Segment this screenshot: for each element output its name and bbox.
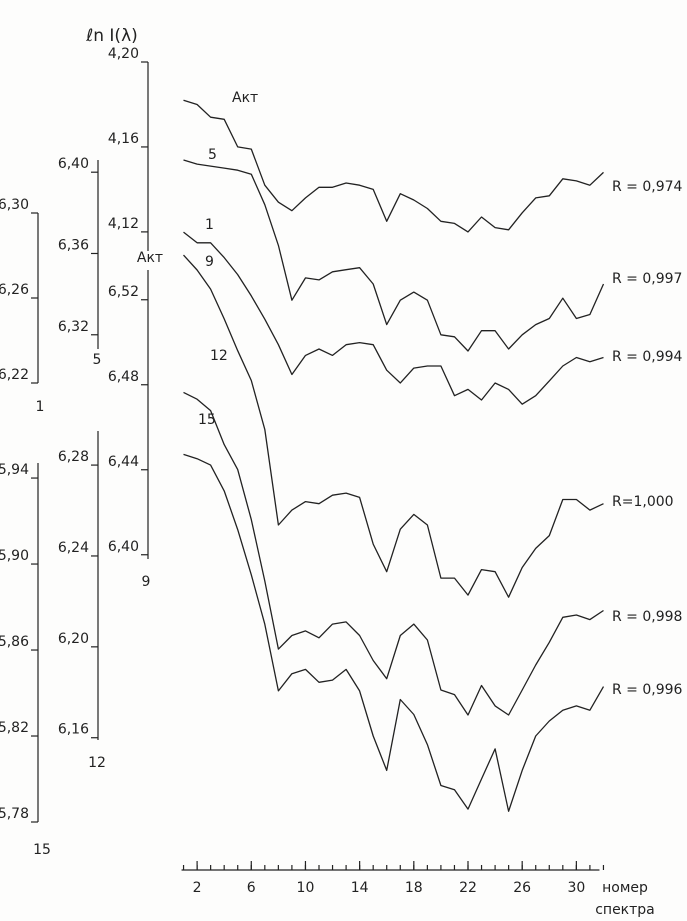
series-label: 12	[210, 348, 228, 364]
x-tick-label: 10	[297, 880, 315, 896]
y-axis-title: ℓn I(λ)	[85, 26, 138, 46]
y-tick-label: 6,30	[0, 197, 29, 213]
series-line	[183, 391, 604, 716]
series-line	[183, 99, 604, 233]
y-tick-label: 6,52	[108, 284, 139, 300]
correlation-label: R = 0,997	[612, 271, 682, 287]
correlation-label: R = 0,994	[612, 349, 683, 365]
x-tick-label: 26	[513, 880, 531, 896]
x-axis-label: номер	[602, 880, 648, 896]
axis-series-label: 5	[93, 352, 102, 368]
series-label: 5	[208, 147, 217, 163]
y-tick-label: 6,16	[58, 722, 89, 738]
correlation-label: R = 0,974	[612, 179, 683, 195]
y-tick-label: 5,78	[0, 806, 29, 822]
series-line	[183, 453, 605, 812]
y-tick-label: 5,86	[0, 634, 29, 650]
y-tick-label: 6,32	[58, 319, 89, 335]
y-tick-label: 5,94	[0, 462, 29, 478]
x-axis-label: спектра	[595, 902, 655, 918]
x-tick-label: 18	[405, 880, 423, 896]
x-tick-label: 14	[351, 880, 369, 896]
series-line	[183, 254, 604, 598]
x-tick-label: 6	[247, 880, 256, 896]
series-label: 15	[198, 412, 216, 428]
correlation-label: R = 0,996	[612, 682, 683, 698]
y-tick-label: 6,44	[108, 454, 139, 470]
x-tick-label: 30	[567, 880, 585, 896]
y-tick-label: 6,48	[108, 369, 139, 385]
series-line	[183, 231, 604, 405]
y-tick-label: 6,40	[58, 156, 89, 172]
x-tick-label: 2	[193, 880, 202, 896]
axis-series-label: 9	[142, 574, 151, 590]
y-tick-label: 6,22	[0, 367, 29, 383]
y-tick-label: 4,16	[108, 131, 139, 147]
series-label: 1	[205, 217, 214, 233]
y-tick-label: 6,36	[58, 237, 89, 253]
y-tick-label: 5,82	[0, 720, 29, 736]
axis-series-label: Акт	[137, 250, 163, 266]
y-tick-label: 4,12	[108, 216, 139, 232]
y-tick-label: 4,20	[108, 46, 139, 62]
series-label: 9	[205, 254, 214, 270]
axis-series-label: 1	[36, 399, 45, 415]
x-tick-label: 22	[459, 880, 477, 896]
series-line	[183, 159, 605, 352]
correlation-label: R=1,000	[612, 494, 674, 510]
y-tick-label: 5,90	[0, 548, 29, 564]
axis-series-label: 15	[33, 842, 51, 858]
y-tick-label: 6,20	[58, 631, 89, 647]
y-tick-label: 6,28	[58, 449, 89, 465]
correlation-label: R = 0,998	[612, 609, 682, 625]
series-label: Акт	[232, 90, 258, 106]
y-tick-label: 6,26	[0, 282, 29, 298]
y-tick-label: 6,40	[108, 539, 139, 555]
axis-series-label: 12	[88, 755, 106, 771]
y-tick-label: 6,24	[58, 540, 89, 556]
